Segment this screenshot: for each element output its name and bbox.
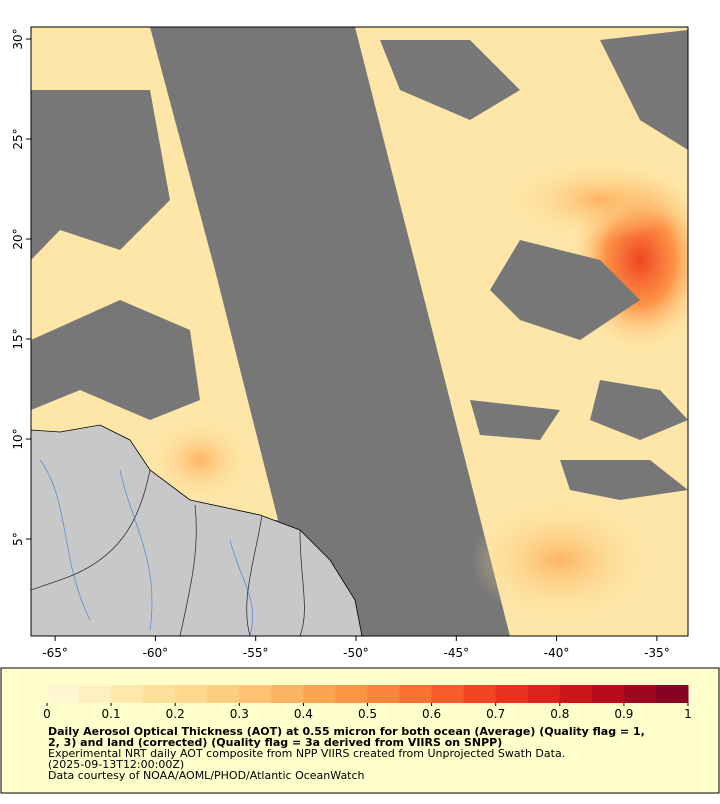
caption-line: (2025-09-13T12:00:00Z) — [48, 758, 184, 771]
cloud-gaps — [31, 30, 688, 500]
colorbar-step — [271, 685, 304, 703]
y-tick-label: 15° — [11, 328, 25, 349]
axes: -65° -60° -55° -50° -45° -40° -35° 5° 10° 15° 20° 2… — [11, 28, 670, 660]
colorbar-tick-label: 0.7 — [486, 707, 505, 721]
colorbar-step — [207, 685, 240, 703]
colorbar-tick-label: 0 — [43, 707, 51, 721]
caption: Daily Aerosol Optical Thickness (AOT) at… — [48, 725, 645, 782]
colorbar-step — [655, 685, 689, 703]
colorbar-step — [623, 685, 657, 703]
x-tick-label: -50° — [343, 646, 369, 660]
colorbar: 0 0.1 0.2 0.3 0.4 0.5 0.6 0.7 0.8 0.9 1 — [43, 685, 692, 721]
map-frame — [30, 26, 689, 637]
caption-line: 2, 3) and land (corrected) (Quality flag… — [48, 736, 502, 749]
colorbar-step — [591, 685, 625, 703]
colorbar-step — [559, 685, 593, 703]
x-tick-label: -45° — [443, 646, 469, 660]
map-area — [31, 27, 688, 636]
colorbar-tick-label: 0.5 — [358, 707, 377, 721]
x-tick-label: -55° — [243, 646, 269, 660]
colorbar-tick-label: 0.9 — [614, 707, 633, 721]
x-tick-label: -35° — [644, 646, 670, 660]
colorbar-tick-label: 0.1 — [102, 707, 121, 721]
caption-line: Experimental NRT daily AOT composite fro… — [48, 747, 565, 760]
aerosol-plume — [150, 420, 250, 500]
colorbar-step — [175, 685, 208, 703]
colorbar-step — [527, 685, 561, 703]
colorbar-step — [367, 685, 401, 703]
colorbar-step — [335, 685, 368, 703]
y-tick-label: 5° — [11, 532, 25, 546]
colorbar-tick-label: 0.3 — [230, 707, 249, 721]
colorbar-step — [143, 685, 176, 703]
colorbar-step — [79, 685, 112, 703]
y-tick-label: 30° — [11, 28, 25, 49]
colorbar-step — [239, 685, 272, 703]
colorbar-step — [303, 685, 336, 703]
borders — [31, 469, 305, 636]
colorbar-tick-label: 1 — [684, 707, 692, 721]
aerosol-plume — [510, 160, 688, 240]
colorbar-tick-label: 0.6 — [422, 707, 441, 721]
aerosol-plume — [470, 500, 650, 620]
x-tick-label: -65° — [42, 646, 68, 660]
caption-line: Data courtesy of NOAA/AOML/PHOD/Atlantic… — [48, 769, 365, 782]
colorbar-tick-label: 0.4 — [294, 707, 313, 721]
caption-line: Daily Aerosol Optical Thickness (AOT) at… — [48, 725, 645, 738]
x-tick-label: -60° — [143, 646, 169, 660]
y-tick-label: 10° — [11, 428, 25, 449]
colorbar-step — [111, 685, 144, 703]
colorbar-step — [463, 685, 497, 703]
colorbar-step — [431, 685, 465, 703]
x-tick-label: -40° — [544, 646, 570, 660]
colorbar-step — [495, 685, 529, 703]
colorbar-step — [399, 685, 433, 703]
colorbar-tick-label: 0.8 — [550, 707, 569, 721]
y-tick-label: 25° — [11, 128, 25, 149]
colorbar-step — [47, 685, 80, 703]
colorbar-tick-label: 0.2 — [166, 707, 185, 721]
rivers — [39, 459, 254, 636]
y-tick-label: 20° — [11, 228, 25, 249]
